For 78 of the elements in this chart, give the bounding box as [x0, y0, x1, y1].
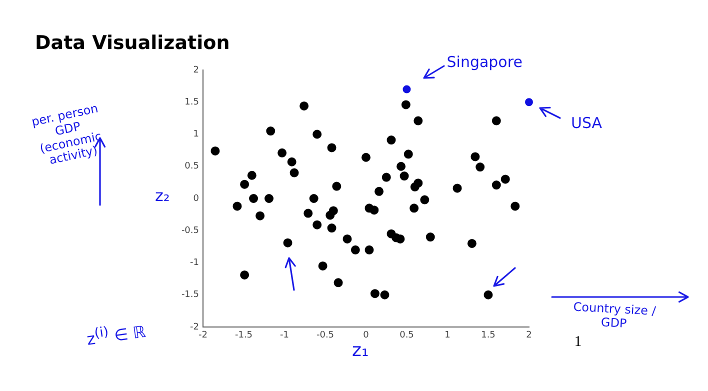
- point: [232, 202, 242, 211]
- y-tick-label: -1.5: [181, 290, 199, 300]
- point: [283, 238, 292, 248]
- point: [362, 152, 370, 162]
- point: [404, 150, 413, 159]
- point: [342, 234, 352, 244]
- point: [467, 238, 476, 248]
- point: [300, 101, 309, 110]
- x-axis-title: z₁: [352, 340, 369, 361]
- y-tick-label: 1.5: [184, 97, 199, 108]
- point: [410, 204, 419, 213]
- point: [249, 194, 258, 203]
- point: [426, 232, 435, 242]
- point: [278, 148, 287, 158]
- y-axis-title: z₂: [155, 186, 170, 205]
- x-tick-label: 0.5: [400, 330, 414, 341]
- point: [210, 146, 220, 156]
- point: [386, 136, 396, 145]
- y-tick-label: -1: [190, 258, 199, 268]
- y-tick-label: -0.5: [181, 226, 199, 236]
- point: [327, 143, 336, 152]
- point: [309, 194, 318, 203]
- point: [500, 174, 510, 184]
- point: [401, 100, 410, 110]
- point: [370, 289, 380, 298]
- y-tick-label: 1: [193, 130, 199, 140]
- point: [374, 186, 384, 196]
- annotation: USA: [571, 114, 603, 132]
- point: [266, 126, 276, 136]
- y-tick-label: 0.5: [184, 162, 199, 172]
- point: [414, 178, 423, 188]
- annotation: Singapore: [446, 53, 522, 72]
- point: [370, 206, 379, 215]
- point: [332, 182, 342, 191]
- x-tick-label: -1: [280, 330, 289, 341]
- y-tick-label: 0: [193, 194, 200, 204]
- point: [484, 290, 493, 300]
- point: [510, 202, 520, 211]
- x-tick-label: 1.5: [481, 330, 496, 341]
- point: [525, 98, 533, 106]
- point: [256, 211, 265, 220]
- point: [492, 180, 501, 190]
- point: [290, 168, 299, 178]
- point: [476, 162, 485, 172]
- point: [334, 278, 343, 288]
- point: [380, 290, 390, 300]
- point: [247, 170, 256, 180]
- point: [240, 180, 250, 189]
- point: [328, 206, 338, 216]
- x-tick-label: -0.5: [316, 330, 334, 341]
- point: [312, 220, 322, 230]
- point: [382, 172, 391, 182]
- text: z$^{(i)}$ ∈ ℝ: [84, 320, 148, 351]
- x-tick-label: -1.5: [234, 330, 253, 341]
- point: [264, 194, 274, 203]
- point: [240, 270, 250, 280]
- text: Country size / GDP: [572, 300, 658, 332]
- point: [492, 116, 501, 126]
- y-tick-label: 2: [193, 65, 199, 76]
- point: [350, 245, 360, 254]
- point: [400, 172, 409, 181]
- point: [396, 162, 406, 171]
- point: [402, 85, 411, 94]
- x-tick-label: 0: [363, 330, 370, 341]
- x-tick-label: 1: [444, 330, 450, 341]
- chart-title: Data Visualization: [35, 32, 230, 54]
- point: [287, 157, 296, 166]
- point: [312, 130, 322, 139]
- point: [318, 261, 328, 270]
- point: [452, 184, 462, 193]
- point: [470, 152, 480, 162]
- y-tick-label: -2: [190, 322, 199, 332]
- point: [304, 208, 313, 218]
- point: [414, 116, 423, 126]
- point: [420, 195, 430, 204]
- point: [364, 245, 374, 254]
- point: [327, 224, 336, 233]
- x-tick-label: 2: [526, 330, 532, 341]
